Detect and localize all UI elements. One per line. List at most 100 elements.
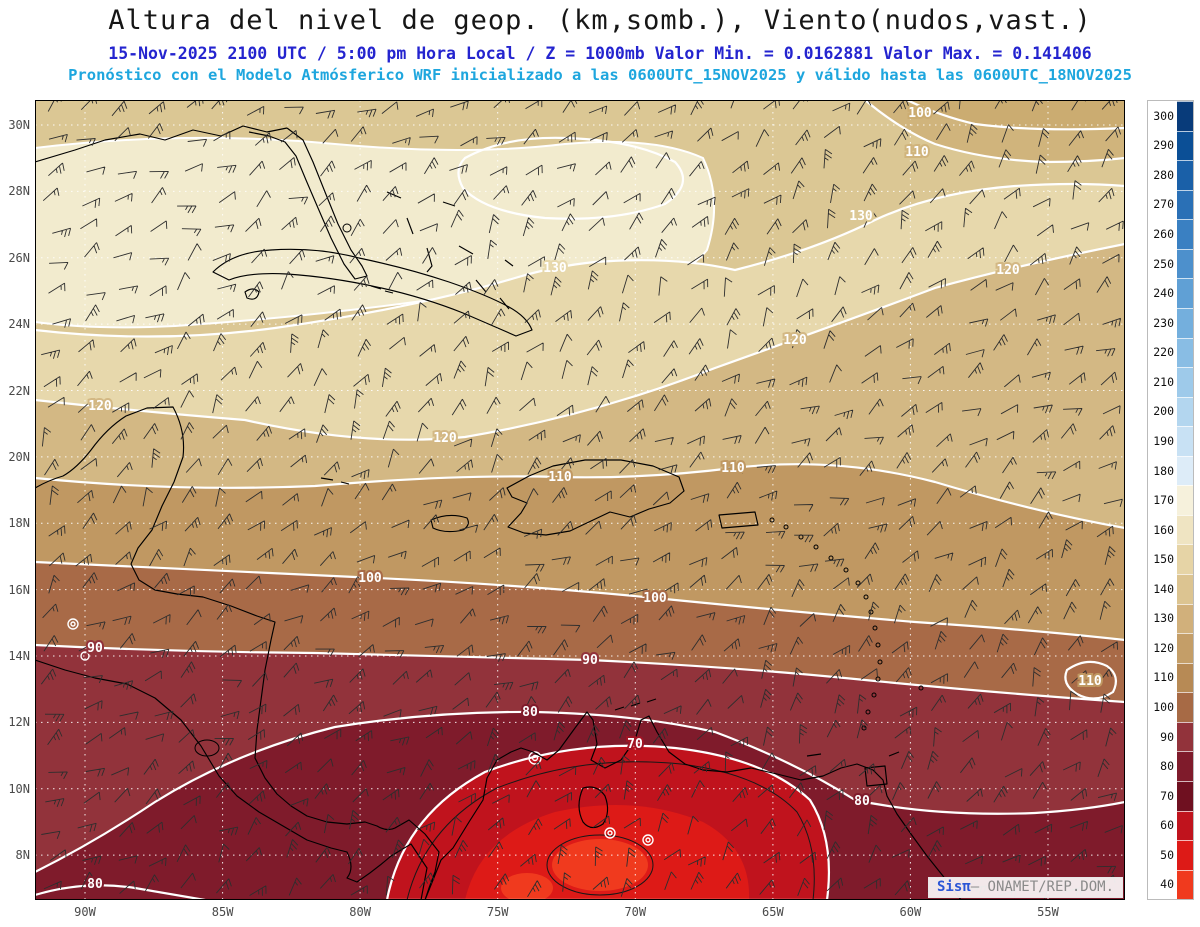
fill-band-corner-100 xyxy=(907,100,1125,130)
island-outline xyxy=(918,685,924,691)
contour-bullseye xyxy=(607,830,613,836)
island-outline xyxy=(871,692,877,698)
colorbar-swatch xyxy=(1177,869,1193,900)
colorbar-row: 40 xyxy=(1148,869,1193,900)
contour-bullseye xyxy=(67,618,79,630)
colorbar-swatch xyxy=(1177,692,1193,722)
contour-label: 120 xyxy=(996,263,1020,278)
colorbar-swatch xyxy=(1177,840,1193,870)
colorbar-row: 170 xyxy=(1148,485,1193,515)
contour-bullseye xyxy=(645,837,651,843)
colorbar-level-label: 160 xyxy=(1148,514,1177,545)
colorbar-swatch xyxy=(1177,101,1193,131)
coastline xyxy=(320,477,350,485)
lon-tick-label: 90W xyxy=(74,905,96,919)
colorbar-swatch xyxy=(1177,633,1193,663)
lat-tick-label: 14N xyxy=(8,649,30,663)
colorbar-level-label: 240 xyxy=(1148,278,1177,308)
colorbar-level-label: 180 xyxy=(1148,455,1177,486)
contour-line-black xyxy=(406,761,815,900)
colorbar-row: 220 xyxy=(1148,337,1193,368)
lat-tick-label: 12N xyxy=(8,715,30,730)
contour-label: 130 xyxy=(849,209,873,224)
colorbar-row: 150 xyxy=(1148,544,1193,574)
coastline xyxy=(864,765,888,787)
colorbar-row: 50 xyxy=(1148,840,1193,870)
lat-tick-label: 20N xyxy=(8,449,30,464)
lat-tick-label: 18N xyxy=(8,516,30,531)
lat-tick-label: 30N xyxy=(8,118,30,132)
wind-barbs xyxy=(40,100,1124,900)
colorbar-swatch xyxy=(1177,426,1193,456)
colorbar-level-label: 90 xyxy=(1148,721,1177,752)
colorbar-level-label: 270 xyxy=(1148,189,1177,220)
colorbar-level-label: 50 xyxy=(1148,840,1177,870)
coastline xyxy=(35,659,428,900)
colorbar-level-label: 210 xyxy=(1148,367,1177,397)
fill-band-40-50 xyxy=(552,839,648,891)
colorbar-row: 290 xyxy=(1148,130,1193,161)
colorbar-swatch xyxy=(1177,189,1193,220)
lon-tick-label: 75W xyxy=(486,905,509,919)
colorbar-swatch xyxy=(1177,337,1193,368)
colorbar: 300 290 280 270 260 250 240 230 220 210 200 190 180 1… xyxy=(1147,100,1194,900)
lat-tick-label: 26N xyxy=(8,250,30,265)
lake-outline xyxy=(194,739,220,757)
island-outline xyxy=(861,725,867,731)
contour-bullseye xyxy=(642,834,654,846)
island-outline xyxy=(783,524,789,530)
colorbar-row: 130 xyxy=(1148,603,1193,634)
contour-label: 90 xyxy=(582,653,598,668)
colorbar-row: 100 xyxy=(1148,692,1193,722)
coastline xyxy=(578,786,609,829)
lon-tick-label: 80W xyxy=(349,905,371,919)
colorbar-swatch xyxy=(1177,662,1193,693)
contour-label: 100 xyxy=(643,591,667,606)
contour-line xyxy=(1064,660,1118,700)
colorbar-level-label: 110 xyxy=(1148,662,1177,693)
colorbar-row: 270 xyxy=(1148,189,1193,220)
contour-label: 100 xyxy=(358,571,382,586)
colorbar-swatch xyxy=(1177,455,1193,486)
coastline xyxy=(430,514,469,533)
coastline xyxy=(130,563,440,900)
coastline xyxy=(475,279,487,293)
island-outline xyxy=(875,642,881,648)
colorbar-level-label: 130 xyxy=(1148,603,1177,634)
island-outline xyxy=(877,659,883,665)
coastline xyxy=(442,201,456,207)
coastline xyxy=(888,751,900,757)
map-area: 130 130 120 120 120 120 110 110 110 110 100 100 100 9… xyxy=(35,100,1125,900)
colorbar-row: 90 xyxy=(1148,721,1193,752)
island-outline xyxy=(875,676,881,682)
island-outline xyxy=(769,517,775,523)
colorbar-level-label: 80 xyxy=(1148,751,1177,781)
coastline xyxy=(458,245,474,255)
colorbar-swatch xyxy=(1177,278,1193,308)
colorbar-swatch xyxy=(1177,367,1193,397)
lat-tick-label: 8N xyxy=(15,848,30,863)
watermark-org: — ONAMET/REP.DOM. xyxy=(970,879,1114,895)
contour-label: 100 xyxy=(908,106,932,121)
island-outline xyxy=(855,580,861,586)
contour-map-svg: 130 130 120 120 120 120 110 110 110 110 100 100 100 9… xyxy=(35,100,1125,900)
colorbar-level-label: 260 xyxy=(1148,219,1177,249)
colorbar-swatch xyxy=(1177,307,1193,338)
lon-tick-label: 70W xyxy=(624,905,647,919)
contour-label: 110 xyxy=(548,470,572,485)
map-frame xyxy=(35,100,1125,900)
colorbar-level-label: 70 xyxy=(1148,780,1177,811)
colorbar-swatch xyxy=(1177,130,1193,161)
colorbar-row: 80 xyxy=(1148,751,1193,781)
contour-line xyxy=(385,744,831,900)
contour-bullseye xyxy=(604,827,616,839)
colorbar-row: 230 xyxy=(1148,307,1193,338)
coastline xyxy=(614,698,657,711)
chart-subtitle-model-info: Pronóstico con el Modelo Atmósferico WRF… xyxy=(68,66,1132,84)
coastline xyxy=(806,753,822,757)
island-outline xyxy=(843,567,849,573)
lon-tick-label: 85W xyxy=(211,905,234,919)
colorbar-swatch xyxy=(1177,160,1193,190)
island-outline xyxy=(872,625,878,631)
